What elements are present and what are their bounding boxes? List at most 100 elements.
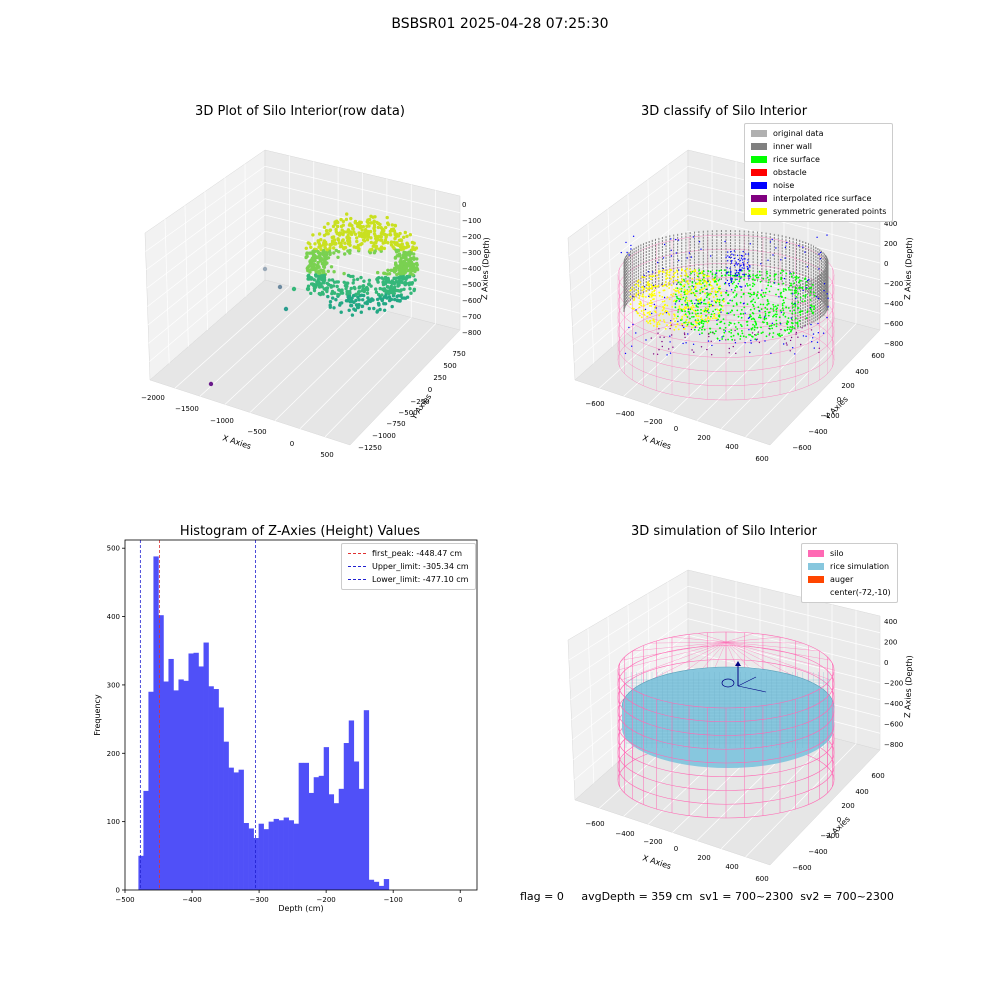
noise-point — [670, 320, 672, 322]
symmetric-point — [653, 320, 656, 323]
cloud-point — [398, 299, 402, 303]
symmetric-point — [633, 308, 635, 310]
rice-surface-point — [751, 285, 754, 288]
y-tick-label: 750 — [452, 350, 465, 358]
rice-surface-point — [767, 281, 770, 284]
y-tick-label: 600 — [871, 352, 884, 360]
symmetric-point — [687, 282, 690, 285]
rice-surface-point — [743, 278, 745, 281]
cloud-point — [328, 305, 332, 309]
noise-point — [735, 263, 737, 265]
noise-point — [728, 312, 730, 314]
y-tick-label: 300 — [107, 681, 120, 689]
rice-surface-point — [733, 322, 736, 325]
symmetric-point — [674, 279, 677, 282]
symmetric-point — [704, 319, 707, 321]
rice-surface-point — [775, 325, 778, 328]
noise-point — [783, 343, 785, 345]
rice-surface-point — [813, 308, 815, 310]
x-tick-label: 0 — [290, 440, 294, 448]
legend-swatch — [808, 550, 824, 557]
silo-lid-line — [617, 641, 727, 671]
cloud-point — [410, 260, 414, 265]
rice-surface-point — [805, 284, 808, 287]
cloud-point — [344, 299, 349, 303]
noise-point — [698, 241, 701, 243]
noise-point — [812, 337, 814, 339]
rice-surface-point — [733, 281, 735, 283]
cloud-point — [350, 313, 355, 317]
cloud-point — [412, 252, 416, 256]
rice-surface-point — [770, 324, 773, 327]
rice-surface-point — [718, 314, 721, 316]
rice-surface-point — [741, 330, 743, 332]
rice-surface-point — [697, 306, 699, 308]
noise-point — [823, 290, 825, 292]
x-tick-label: 0 — [674, 845, 678, 853]
legend-swatch — [751, 169, 767, 176]
noise-point — [730, 279, 732, 281]
noise-point — [805, 287, 807, 289]
symmetric-point — [652, 275, 654, 278]
cloud-point — [343, 241, 347, 245]
rice-surface-point — [781, 269, 783, 272]
noise-point — [711, 300, 713, 302]
symmetric-point — [629, 303, 632, 305]
rice-surface-point — [775, 273, 777, 276]
symmetric-point — [700, 289, 702, 291]
interp-point — [669, 327, 671, 330]
noise-point — [740, 264, 742, 266]
symmetric-point — [693, 292, 696, 295]
symmetric-point — [657, 277, 660, 280]
cloud-point — [398, 231, 402, 236]
noise-point — [730, 262, 733, 264]
rice-surface-point — [782, 270, 785, 272]
rice-surface-point — [764, 314, 767, 317]
rice-surface-point — [768, 279, 770, 281]
noise-point — [734, 342, 737, 344]
symmetric-point — [685, 306, 688, 308]
cloud-point — [401, 271, 405, 276]
cloud-point — [368, 299, 372, 304]
noise-point — [742, 250, 744, 253]
noise-point — [741, 255, 744, 257]
rice-surface-point — [748, 333, 750, 336]
rice-surface-point — [738, 280, 741, 283]
rice-surface-point — [678, 298, 680, 300]
symmetric-point — [643, 276, 646, 279]
rice-surface-point — [780, 276, 783, 279]
noise-point — [764, 316, 766, 318]
noise-point — [771, 322, 774, 324]
rice-surface-point — [686, 303, 689, 306]
symmetric-point — [703, 287, 706, 289]
cloud-point — [362, 279, 366, 283]
rice-surface-point — [765, 335, 768, 338]
z-tick-label: −400 — [884, 700, 903, 708]
histogram-bar — [208, 686, 214, 890]
z-tick-label: −100 — [462, 217, 481, 225]
rice-surface-point — [696, 309, 699, 312]
rice-surface-point — [800, 279, 802, 282]
rice-surface-point — [765, 287, 768, 290]
rice-surface-point — [717, 318, 719, 321]
grid-line — [568, 165, 689, 257]
cloud-point — [331, 235, 336, 239]
y-tick-label: 0 — [428, 386, 432, 394]
histogram-bar — [143, 790, 149, 890]
symmetric-point — [650, 275, 652, 278]
rice-surface-point — [707, 320, 710, 322]
legend-label: Upper_limit: -305.34 cm — [372, 562, 469, 571]
symmetric-point — [680, 295, 683, 298]
rice-surface-point — [798, 287, 800, 289]
cloud-point — [397, 275, 402, 279]
rice-surface-point — [694, 319, 697, 322]
rice-surface-point — [777, 304, 779, 307]
histogram-bars — [138, 556, 390, 890]
symmetric-point — [704, 292, 706, 295]
rice-surface-point — [788, 332, 790, 335]
symmetric-point — [675, 290, 678, 292]
grid-line — [573, 263, 689, 363]
cloud-point — [401, 274, 405, 279]
symmetric-point — [676, 323, 679, 325]
